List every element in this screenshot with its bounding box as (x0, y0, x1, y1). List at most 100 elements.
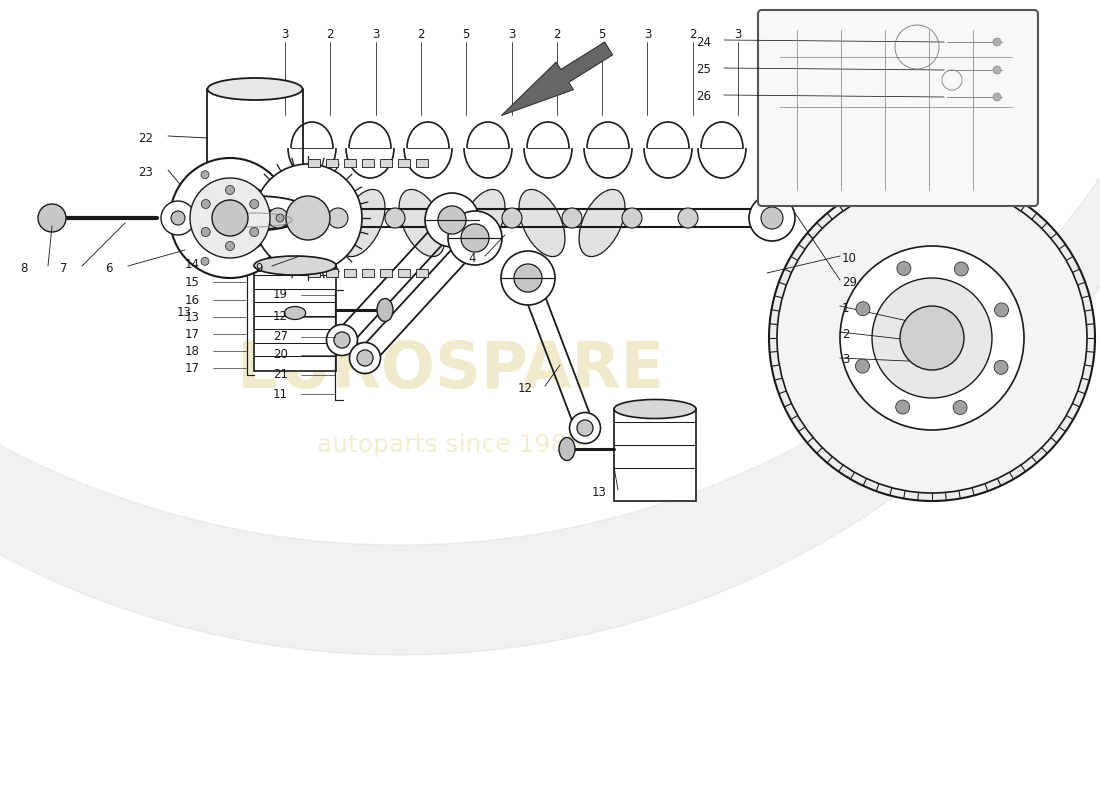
Bar (344, 269, 356, 277)
Text: 2: 2 (689, 29, 696, 42)
Bar (308, 269, 320, 277)
Circle shape (39, 204, 66, 232)
Circle shape (350, 342, 381, 374)
Bar (614, 409, 696, 501)
Text: 7: 7 (60, 262, 67, 274)
Ellipse shape (282, 190, 328, 257)
Text: 8: 8 (20, 262, 28, 274)
Text: EUROSPARE: EUROSPARE (235, 339, 664, 401)
Bar (344, 159, 356, 167)
Circle shape (840, 246, 1024, 430)
Polygon shape (502, 42, 613, 115)
Ellipse shape (254, 256, 336, 275)
Ellipse shape (339, 190, 385, 257)
Bar (326, 269, 338, 277)
Text: 19: 19 (273, 289, 288, 302)
Ellipse shape (214, 210, 296, 230)
Circle shape (226, 186, 234, 194)
Circle shape (327, 325, 358, 355)
Circle shape (226, 242, 234, 250)
Circle shape (286, 196, 330, 240)
Bar (379, 159, 392, 167)
Circle shape (170, 211, 185, 225)
Circle shape (442, 208, 462, 228)
Circle shape (161, 201, 195, 235)
Ellipse shape (519, 190, 565, 257)
Text: 14: 14 (185, 258, 200, 271)
Circle shape (328, 208, 348, 228)
Circle shape (212, 200, 248, 236)
Circle shape (994, 360, 1008, 374)
Bar (254, 266, 336, 370)
Ellipse shape (208, 78, 302, 100)
Ellipse shape (579, 190, 625, 257)
Text: 3: 3 (508, 29, 515, 42)
Text: 12: 12 (518, 382, 534, 394)
Circle shape (201, 258, 209, 266)
Circle shape (769, 175, 1094, 501)
Bar (308, 159, 320, 167)
Circle shape (334, 332, 350, 348)
Text: 18: 18 (185, 345, 200, 358)
FancyBboxPatch shape (758, 10, 1038, 206)
Circle shape (570, 413, 601, 443)
Circle shape (276, 214, 284, 222)
Bar (416, 269, 428, 277)
Text: 26: 26 (696, 90, 711, 103)
Circle shape (856, 359, 869, 373)
Circle shape (461, 224, 490, 252)
Text: 3: 3 (372, 29, 379, 42)
Circle shape (621, 208, 642, 228)
Ellipse shape (614, 399, 696, 418)
Ellipse shape (559, 438, 575, 461)
Circle shape (201, 227, 210, 237)
Text: autoparts since 1985: autoparts since 1985 (318, 433, 583, 457)
Bar (362, 159, 374, 167)
Bar (416, 159, 428, 167)
Circle shape (448, 211, 502, 265)
Circle shape (170, 158, 290, 278)
Circle shape (254, 164, 362, 272)
Text: 5: 5 (462, 29, 470, 42)
Text: 13: 13 (185, 311, 200, 324)
Circle shape (761, 207, 783, 229)
Circle shape (678, 208, 698, 228)
Text: 15: 15 (185, 276, 200, 289)
Text: 17: 17 (185, 328, 200, 341)
Ellipse shape (399, 190, 446, 257)
Text: 23: 23 (138, 166, 153, 178)
Circle shape (250, 227, 258, 237)
Bar (326, 159, 338, 167)
Ellipse shape (459, 190, 505, 257)
Bar (398, 269, 410, 277)
Circle shape (438, 206, 466, 234)
Circle shape (500, 251, 556, 305)
Text: 3: 3 (735, 29, 741, 42)
Circle shape (994, 303, 1009, 317)
Bar (379, 269, 392, 277)
Circle shape (250, 199, 258, 209)
Text: 10: 10 (842, 251, 857, 265)
Circle shape (356, 350, 373, 366)
Circle shape (900, 306, 964, 370)
Text: 1: 1 (842, 302, 849, 314)
Text: 25: 25 (696, 63, 711, 77)
Bar (362, 269, 374, 277)
Circle shape (749, 195, 795, 241)
Text: 20: 20 (273, 349, 288, 362)
Circle shape (993, 66, 1001, 74)
Circle shape (777, 183, 1087, 493)
Circle shape (268, 208, 288, 228)
Circle shape (562, 208, 582, 228)
Text: 21: 21 (273, 369, 288, 382)
Text: 13: 13 (177, 306, 191, 319)
Circle shape (993, 93, 1001, 101)
Circle shape (425, 193, 478, 247)
Circle shape (201, 199, 210, 209)
Text: 2: 2 (417, 29, 425, 42)
Text: 29: 29 (842, 275, 857, 289)
Text: 17: 17 (185, 362, 200, 375)
Circle shape (896, 262, 911, 275)
Text: 5: 5 (598, 29, 606, 42)
Circle shape (385, 208, 405, 228)
